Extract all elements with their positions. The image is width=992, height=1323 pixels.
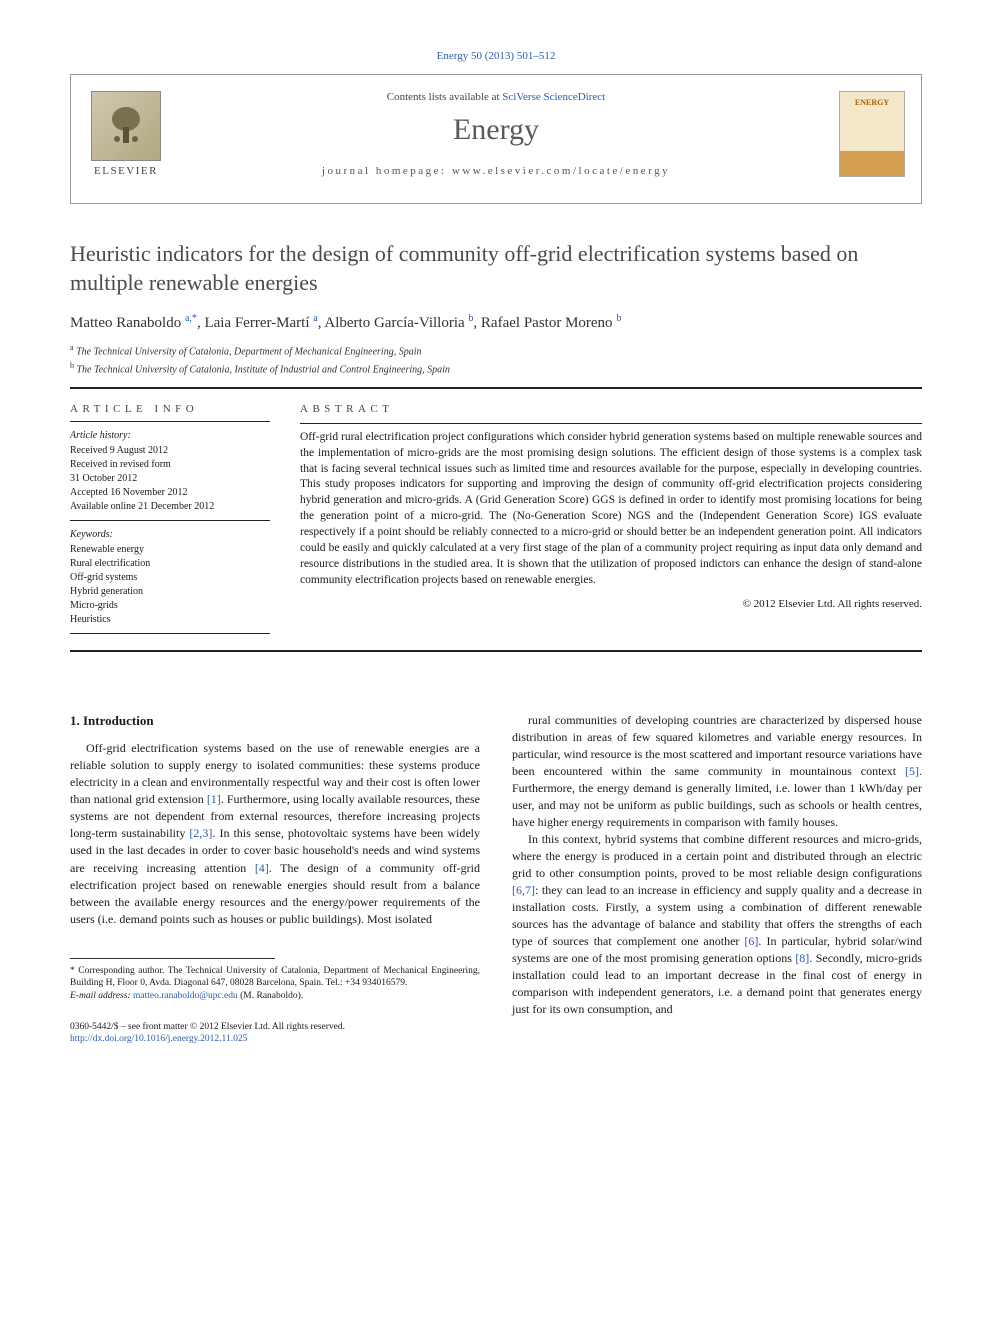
journal-cover-thumb: ENERGY [839,91,905,177]
elsevier-label: ELSEVIER [87,165,165,177]
article-title: Heuristic indicators for the design of c… [70,240,922,297]
info-divider [70,520,270,521]
contents-prefix: Contents lists available at [387,91,502,103]
journal-header-box: ELSEVIER ENERGY Contents lists available… [70,74,922,204]
intro-paragraph-2: rural communities of developing countrie… [512,712,922,831]
journal-reference: Energy 50 (2013) 501–512 [70,50,922,62]
abstract-divider [300,423,922,424]
footnote-separator [70,958,275,959]
homepage-prefix: journal homepage: [322,165,452,177]
doi-link[interactable]: http://dx.doi.org/10.1016/j.energy.2012.… [70,1034,247,1044]
info-divider [70,633,270,634]
keywords-text: Renewable energyRural electrificationOff… [70,543,270,627]
contents-available-line: Contents lists available at SciVerse Sci… [91,91,901,103]
affiliation-a: The Technical University of Catalonia, D… [76,347,421,358]
bottom-meta: 0360-5442/$ – see front matter © 2012 El… [70,1021,480,1046]
body-column-right: rural communities of developing countrie… [512,712,922,1046]
article-info-heading: ARTICLE INFO [70,403,270,415]
divider-thick [70,650,922,652]
history-text: Received 9 August 2012Received in revise… [70,444,270,514]
email-footnote: E-mail address: matteo.ranaboldo@upc.edu… [70,990,480,1003]
authors-line: Matteo Ranaboldo a,*, Laia Ferrer-Martí … [70,313,922,332]
article-info-block: ARTICLE INFO Article history: Received 9… [70,403,270,640]
homepage-url: www.elsevier.com/locate/energy [452,165,670,177]
journal-name: Energy [91,113,901,147]
history-label: Article history: [70,430,270,441]
corresponding-author-footnote: * Corresponding author. The Technical Un… [70,965,480,991]
abstract-heading: ABSTRACT [300,403,922,415]
elsevier-tree-icon [91,91,161,161]
intro-paragraph-3: In this context, hybrid systems that com… [512,831,922,1018]
email-label: E-mail address: [70,991,133,1001]
section-1-heading: 1. Introduction [70,712,480,730]
divider-thick [70,387,922,389]
email-suffix: (M. Ranaboldo). [238,991,303,1001]
journal-homepage-line: journal homepage: www.elsevier.com/locat… [91,165,901,177]
abstract-block: ABSTRACT Off-grid rural electrification … [300,403,922,640]
abstract-copyright: © 2012 Elsevier Ltd. All rights reserved… [300,598,922,610]
abstract-text: Off-grid rural electrification project c… [300,430,922,589]
info-divider [70,421,270,422]
publisher-logo: ELSEVIER [87,91,165,177]
email-link[interactable]: matteo.ranaboldo@upc.edu [133,991,238,1001]
keywords-label: Keywords: [70,529,270,540]
front-matter-line: 0360-5442/$ – see front matter © 2012 El… [70,1021,480,1033]
body-column-left: 1. Introduction Off-grid electrification… [70,712,480,1046]
sciverse-link[interactable]: SciVerse ScienceDirect [502,91,605,103]
affiliation-b: The Technical University of Catalonia, I… [77,364,450,375]
intro-paragraph-1: Off-grid electrification systems based o… [70,740,480,927]
affiliations: a The Technical University of Catalonia,… [70,342,922,377]
